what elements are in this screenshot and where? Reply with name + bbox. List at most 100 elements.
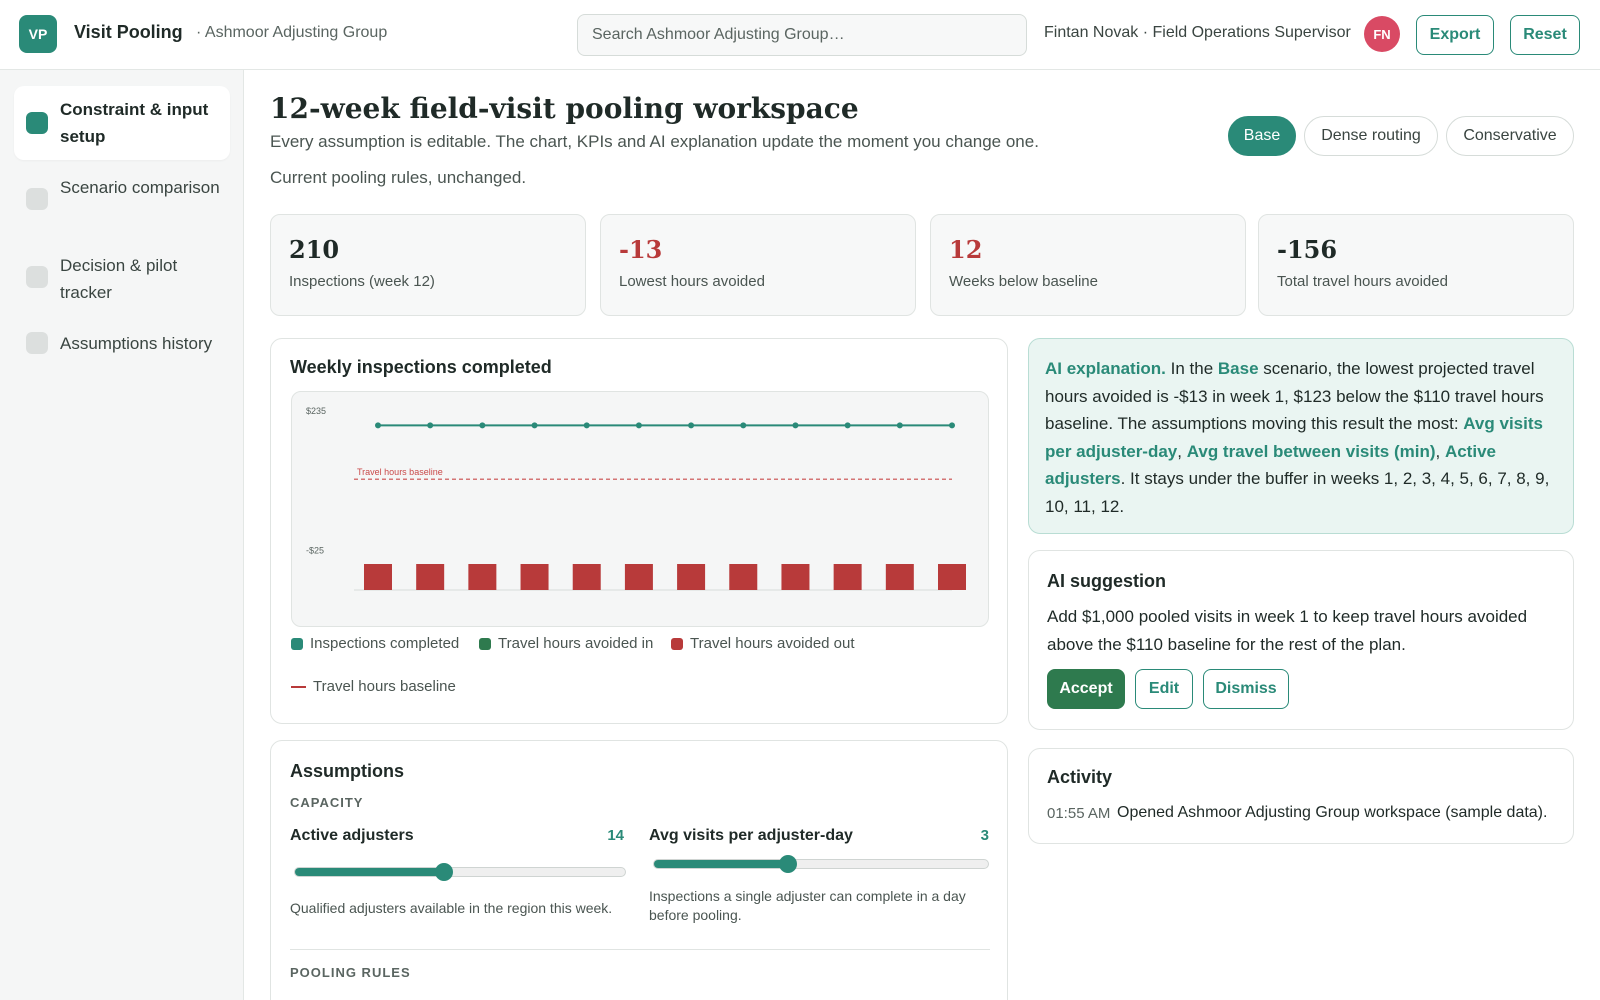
slider-value: 3 — [980, 827, 989, 844]
bar-avoided-out — [781, 564, 810, 590]
kpi-card-inspections: 210 Inspections (week 12) — [270, 214, 586, 316]
slider-thumb[interactable] — [434, 863, 453, 881]
point-inspections — [949, 422, 955, 429]
activity-title: Activity — [1047, 767, 1113, 787]
slider-track[interactable] — [653, 855, 989, 873]
activity-text: Opened Ashmoor Adjusting Group workspace… — [1117, 804, 1548, 821]
ai-assumption-link[interactable]: Active adjusters — [1045, 441, 1496, 489]
legend-swatch — [479, 637, 491, 650]
ai-text: In the — [1165, 359, 1218, 378]
slider-active-adjusters: Active adjusters 14 Qualified adjusters … — [290, 827, 630, 927]
avatar[interactable]: FN — [1364, 16, 1400, 52]
slider-help: Inspections a single adjuster can comple… — [649, 888, 966, 923]
sidebar-item-label: Constraint & input setup — [60, 100, 209, 146]
page-title: 12-week field-visit pooling workspace — [270, 92, 859, 125]
sidebar-item-assumptions-history[interactable]: Assumptions history — [14, 320, 230, 367]
legend-label: Travel hours avoided out — [690, 635, 855, 652]
y-tick-label: -$25 — [306, 546, 324, 556]
slider-label: Active adjusters — [290, 827, 414, 844]
chart-card: Weekly inspections completed $235 -$25 Tra… — [270, 338, 1008, 724]
sidebar-item-scenario-comparison[interactable]: Scenario comparison — [14, 164, 230, 211]
app-title: Visit Pooling — [74, 22, 183, 42]
ai-explanation-prefix: AI explanation. — [1045, 359, 1166, 378]
scenario-dense-routing-button[interactable]: Dense routing — [1304, 116, 1438, 156]
nav-status-icon — [26, 266, 48, 288]
user-label: Fintan Novak · Field Operations Supervis… — [1044, 24, 1351, 41]
legend-item-avoided-out: Travel hours avoided out — [671, 635, 855, 652]
divider — [290, 949, 990, 950]
ai-explanation-card: AI explanation. In the Base scenario, th… — [1028, 338, 1574, 534]
point-inspections — [583, 422, 590, 429]
activity-card: Activity 01:55 AM Opened Ashmoor Adjusti… — [1028, 748, 1574, 844]
chart-title: Weekly inspections completed — [290, 357, 552, 377]
bar-avoided-out — [416, 564, 445, 590]
bar-avoided-out — [833, 564, 862, 590]
edit-button[interactable]: Edit — [1135, 669, 1193, 709]
ai-text: . It stays under the buffer in weeks 1, … — [1045, 469, 1550, 516]
suggestion-text: Add $1,000 pooled visits in week 1 to ke… — [1047, 607, 1528, 654]
kpi-value: -156 — [1277, 235, 1338, 264]
sidebar-item-label: Scenario comparison — [60, 178, 220, 197]
sidebar-item-constraint-input-setup[interactable]: Constraint & input setup — [14, 86, 230, 160]
ai-scenario-highlight: Base — [1217, 359, 1259, 378]
slider-track[interactable] — [294, 863, 626, 881]
kpi-label: Weeks below baseline — [949, 273, 1098, 290]
bar-avoided-out — [885, 564, 914, 590]
point-inspections — [531, 422, 538, 429]
kpi-value: -13 — [619, 235, 663, 264]
sidebar-item-decision-pilot-tracker[interactable]: Decision & pilot tracker — [14, 242, 230, 316]
bar-avoided-out — [677, 564, 706, 590]
scenario-base-button[interactable]: Base — [1228, 116, 1296, 156]
org-name: · Ashmoor Adjusting Group — [196, 24, 388, 41]
slider-avg-visits: Avg visits per adjuster-day 3 Inspection… — [649, 827, 989, 937]
activity-time: 01:55 AM — [1047, 805, 1111, 822]
point-inspections — [844, 422, 851, 429]
bar-avoided-out — [729, 564, 758, 590]
kpi-card-lowest-hours: -13 Lowest hours avoided — [600, 214, 916, 316]
point-inspections — [688, 422, 695, 429]
suggestion-title: AI suggestion — [1047, 571, 1167, 591]
chart-area: $235 -$25 Travel hours baseline — [291, 391, 989, 627]
legend-label: Inspections completed — [310, 635, 460, 652]
app-logo[interactable]: VP — [19, 15, 57, 53]
legend-label: Travel hours baseline — [313, 678, 456, 695]
export-button[interactable]: Export — [1416, 15, 1494, 55]
kpi-label: Inspections (week 12) — [289, 273, 435, 290]
legend-item-baseline: Travel hours baseline — [291, 678, 456, 695]
assumptions-title: Assumptions — [290, 761, 405, 781]
point-inspections — [792, 422, 799, 429]
search-input[interactable] — [577, 14, 1027, 56]
dismiss-button[interactable]: Dismiss — [1203, 669, 1289, 709]
scenario-status: Current pooling rules, unchanged. — [270, 168, 527, 187]
nav-status-icon — [26, 332, 48, 354]
sidebar-item-label: Assumptions history — [60, 334, 213, 353]
sidebar: Constraint & input setup Scenario compar… — [0, 70, 244, 1000]
reset-button[interactable]: Reset — [1510, 15, 1580, 55]
kpi-label: Lowest hours avoided — [619, 273, 765, 290]
section-label-pooling: POOLING RULES — [290, 965, 411, 980]
legend-item-inspections: Inspections completed — [291, 635, 459, 652]
point-inspections — [740, 422, 747, 429]
point-inspections — [635, 422, 642, 429]
legend-swatch — [671, 637, 683, 650]
point-inspections — [375, 422, 381, 429]
ai-assumption-link[interactable]: Avg travel between visits (min) — [1186, 441, 1436, 461]
accept-button[interactable]: Accept — [1047, 669, 1125, 709]
nav-status-icon — [26, 188, 48, 210]
sidebar-item-label: Decision & pilot tracker — [60, 256, 178, 302]
slider-thumb[interactable] — [778, 855, 797, 873]
bar-avoided-out — [938, 564, 966, 590]
section-label-capacity: CAPACITY — [290, 795, 364, 810]
ai-text: , — [1435, 441, 1445, 461]
bar-avoided-out — [468, 564, 497, 590]
inspections-chart: $235 -$25 Travel hours baseline — [306, 406, 966, 591]
scenario-conservative-button[interactable]: Conservative — [1446, 116, 1574, 156]
point-inspections — [479, 422, 486, 429]
ai-text: scenario, the lowest projected travel ho… — [1045, 359, 1544, 433]
slider-help: Qualified adjusters available in the reg… — [290, 900, 613, 916]
ai-assumption-link[interactable]: Avg visits per adjuster-day — [1045, 414, 1543, 461]
kpi-value: 210 — [289, 235, 340, 264]
legend-label: Travel hours avoided in — [498, 635, 654, 652]
legend-item-avoided-in: Travel hours avoided in — [479, 635, 653, 652]
y-tick-label: $235 — [306, 406, 326, 416]
